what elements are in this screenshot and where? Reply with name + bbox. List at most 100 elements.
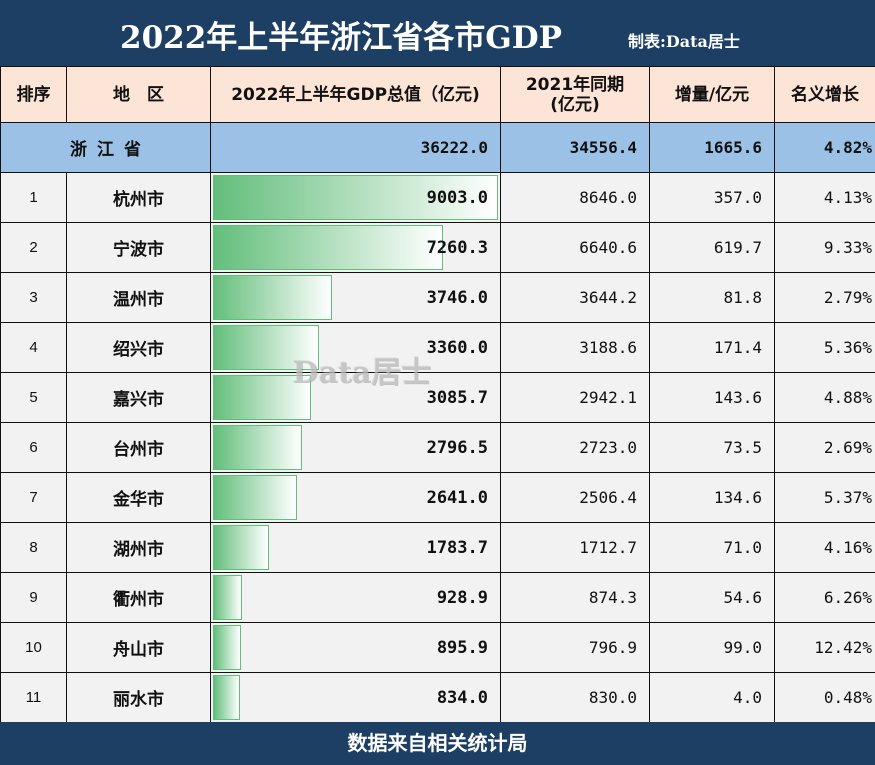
rank-cell: 10 xyxy=(0,622,67,673)
gdp2022-value: 834.0 xyxy=(436,687,488,708)
table-row: 2 宁波市 7260.3 6640.6 619.7 9.33% xyxy=(0,222,875,273)
growth-cell: 6.26% xyxy=(774,572,875,623)
gdp2022-cell: 928.9 xyxy=(210,572,501,623)
table-row: 5 嘉兴市 3085.7 2942.1 143.6 4.88% xyxy=(0,372,875,423)
rank-cell: 9 xyxy=(0,572,67,623)
data-bar xyxy=(213,675,240,720)
rank-cell: 2 xyxy=(0,222,67,273)
gdp2021-cell: 1712.7 xyxy=(500,522,650,573)
title-band: 2022年上半年浙江省各市GDP 制表:Data居士 xyxy=(0,0,875,66)
city-cell: 衢州市 xyxy=(66,572,211,623)
table-row: 1 杭州市 9003.0 8646.0 357.0 4.13% xyxy=(0,172,875,223)
table-row: 10 舟山市 895.9 796.9 99.0 12.42% xyxy=(0,622,875,673)
table-row: 3 温州市 3746.0 3644.2 81.8 2.79% xyxy=(0,272,875,323)
city-cell: 金华市 xyxy=(66,472,211,523)
gdp2021-cell: 2942.1 xyxy=(500,372,650,423)
gdp2022-value: 3746.0 xyxy=(426,287,488,308)
gdp2021-cell: 796.9 xyxy=(500,622,650,673)
table-row: 11 丽水市 834.0 830.0 4.0 0.48% xyxy=(0,672,875,723)
rank-cell: 5 xyxy=(0,372,67,423)
growth-cell: 4.88% xyxy=(774,372,875,423)
increase-cell: 357.0 xyxy=(649,172,775,223)
growth-cell: 9.33% xyxy=(774,222,875,273)
city-cell: 台州市 xyxy=(66,422,211,473)
gdp2021-cell: 3644.2 xyxy=(500,272,650,323)
table-row: 8 湖州市 1783.7 1712.7 71.0 4.16% xyxy=(0,522,875,573)
gdp2021-cell: 830.0 xyxy=(500,672,650,723)
province-growth: 4.82% xyxy=(774,122,875,173)
growth-cell: 5.37% xyxy=(774,472,875,523)
gdp2022-cell: 1783.7 xyxy=(210,522,501,573)
header-gdp2022: 2022年上半年GDP总值（亿元) xyxy=(210,66,501,123)
data-bar xyxy=(213,225,443,270)
growth-cell: 4.16% xyxy=(774,522,875,573)
page-title: 2022年上半年浙江省各市GDP xyxy=(120,20,562,56)
increase-cell: 619.7 xyxy=(649,222,775,273)
rank-cell: 7 xyxy=(0,472,67,523)
growth-cell: 12.42% xyxy=(774,622,875,673)
gdp2021-cell: 2506.4 xyxy=(500,472,650,523)
gdp2022-cell: 3085.7 xyxy=(210,372,501,423)
increase-cell: 54.6 xyxy=(649,572,775,623)
gdp2022-value: 2641.0 xyxy=(426,487,488,508)
gdp2022-value: 3360.0 xyxy=(426,337,488,358)
increase-cell: 99.0 xyxy=(649,622,775,673)
rank-cell: 3 xyxy=(0,272,67,323)
increase-cell: 143.6 xyxy=(649,372,775,423)
table-row: 4 绍兴市 3360.0 3188.6 171.4 5.36% xyxy=(0,322,875,373)
gdp-table: 排序 地 区 2022年上半年GDP总值（亿元) 2021年同期 (亿元) 增量… xyxy=(0,66,875,723)
province-row: 浙江省 36222.0 34556.4 1665.6 4.82% xyxy=(0,122,875,173)
source-footer: 数据来自相关统计局 xyxy=(0,722,875,765)
gdp2021-cell: 2723.0 xyxy=(500,422,650,473)
gdp2022-cell: 3746.0 xyxy=(210,272,501,323)
increase-cell: 73.5 xyxy=(649,422,775,473)
data-bar xyxy=(213,575,243,620)
province-increase: 1665.6 xyxy=(649,122,775,173)
gdp2022-cell: 3360.0 xyxy=(210,322,501,373)
city-cell: 温州市 xyxy=(66,272,211,323)
city-cell: 杭州市 xyxy=(66,172,211,223)
gdp2021-cell: 874.3 xyxy=(500,572,650,623)
data-bar xyxy=(213,375,311,420)
header-gdp2021: 2021年同期 (亿元) xyxy=(500,66,650,123)
gdp2022-value: 3085.7 xyxy=(426,387,488,408)
table-row: 9 衢州市 928.9 874.3 54.6 6.26% xyxy=(0,572,875,623)
gdp2022-value: 2796.5 xyxy=(426,437,488,458)
increase-cell: 81.8 xyxy=(649,272,775,323)
gdp2022-cell: 7260.3 xyxy=(210,222,501,273)
increase-cell: 171.4 xyxy=(649,322,775,373)
city-cell: 嘉兴市 xyxy=(66,372,211,423)
increase-cell: 4.0 xyxy=(649,672,775,723)
city-cell: 舟山市 xyxy=(66,622,211,673)
city-cell: 湖州市 xyxy=(66,522,211,573)
city-cell: 丽水市 xyxy=(66,672,211,723)
growth-cell: 0.48% xyxy=(774,672,875,723)
gdp2022-cell: 9003.0 xyxy=(210,172,501,223)
gdp2022-cell: 895.9 xyxy=(210,622,501,673)
rank-cell: 1 xyxy=(0,172,67,223)
data-bar xyxy=(213,275,332,320)
gdp2022-cell: 2796.5 xyxy=(210,422,501,473)
gdp2022-value: 895.9 xyxy=(436,637,488,658)
gdp2022-value: 928.9 xyxy=(436,587,488,608)
rank-cell: 4 xyxy=(0,322,67,373)
data-bar xyxy=(213,425,302,470)
city-cell: 宁波市 xyxy=(66,222,211,273)
gdp2021-cell: 3188.6 xyxy=(500,322,650,373)
table-row: 7 金华市 2641.0 2506.4 134.6 5.37% xyxy=(0,472,875,523)
rank-cell: 11 xyxy=(0,672,67,723)
table-row: 6 台州市 2796.5 2723.0 73.5 2.69% xyxy=(0,422,875,473)
increase-cell: 71.0 xyxy=(649,522,775,573)
gdp2022-cell: 834.0 xyxy=(210,672,501,723)
city-cell: 绍兴市 xyxy=(66,322,211,373)
data-bar xyxy=(213,175,498,220)
header-rank: 排序 xyxy=(0,66,67,123)
header-gdp2021-line1: 2021年同期 xyxy=(525,74,625,95)
gdp2022-cell: 2641.0 xyxy=(210,472,501,523)
gdp2021-cell: 6640.6 xyxy=(500,222,650,273)
gdp2021-cell: 8646.0 xyxy=(500,172,650,223)
province-name: 浙江省 xyxy=(0,122,211,173)
header-gdp2021-line2: (亿元) xyxy=(550,94,600,115)
data-bar xyxy=(213,525,270,570)
